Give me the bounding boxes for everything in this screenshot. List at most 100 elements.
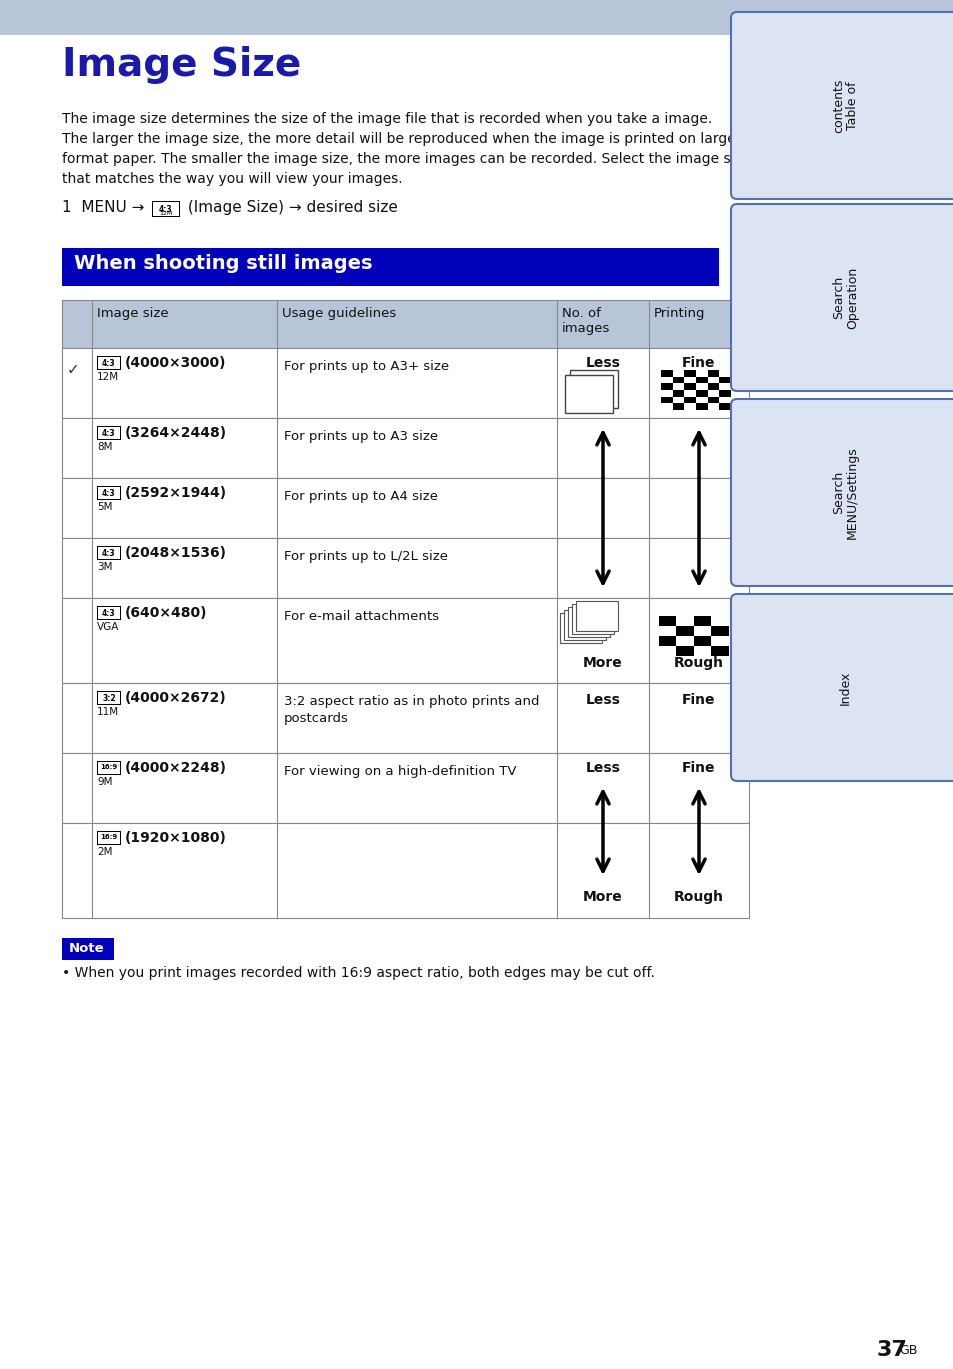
Text: Operation: Operation (845, 267, 858, 329)
FancyBboxPatch shape (730, 12, 953, 199)
Text: Less: Less (585, 356, 619, 370)
Text: ✓: ✓ (67, 361, 80, 376)
FancyBboxPatch shape (730, 398, 953, 586)
Text: 12M: 12M (97, 372, 119, 382)
Bar (707, 383, 719, 390)
Text: 16:9: 16:9 (100, 834, 117, 841)
Bar (97, 356, 121, 370)
Bar (62, 300, 748, 348)
Text: 1  MENU →: 1 MENU → (62, 200, 149, 215)
Bar (672, 390, 683, 397)
Text: (3264×2448): (3264×2448) (125, 426, 227, 439)
Bar (0, 0, 953, 36)
Text: 2M: 2M (97, 847, 112, 857)
Bar (660, 370, 672, 376)
Bar (660, 404, 672, 409)
Bar (707, 376, 719, 383)
Text: MENU/Settings: MENU/Settings (845, 446, 858, 539)
Text: Fine: Fine (681, 693, 715, 706)
Bar (683, 397, 696, 404)
Bar (683, 404, 696, 409)
Bar (672, 397, 683, 404)
Text: 3M: 3M (97, 563, 112, 572)
Text: Less: Less (585, 761, 619, 775)
Bar (62, 348, 748, 418)
Bar (97, 761, 121, 775)
Text: 11M: 11M (97, 706, 119, 717)
Text: Table of: Table of (845, 81, 858, 130)
Text: Rough: Rough (673, 656, 723, 669)
Bar (660, 376, 672, 383)
Text: (2048×1536): (2048×1536) (125, 546, 227, 560)
Bar (683, 383, 696, 390)
Bar (98, 357, 120, 370)
Bar (659, 626, 676, 637)
Bar (719, 404, 730, 409)
Text: Fine: Fine (681, 356, 715, 370)
Bar (564, 375, 613, 413)
Bar (98, 427, 120, 439)
Bar (62, 538, 748, 598)
Bar (576, 601, 618, 631)
Bar (672, 383, 683, 390)
Bar (693, 637, 711, 646)
Bar (719, 376, 730, 383)
Bar (660, 390, 672, 397)
Bar (707, 390, 719, 397)
Text: 16:9: 16:9 (100, 764, 117, 769)
Text: format paper. The smaller the image size, the more images can be recorded. Selec: format paper. The smaller the image size… (62, 152, 750, 166)
Text: Search: Search (831, 471, 844, 515)
Bar (696, 404, 707, 409)
Text: 37: 37 (876, 1340, 907, 1359)
Bar (98, 487, 120, 498)
Bar (672, 376, 683, 383)
Text: (640×480): (640×480) (125, 606, 208, 620)
Text: 5M: 5M (97, 502, 112, 512)
Bar (707, 404, 719, 409)
Bar (683, 390, 696, 397)
Bar (97, 606, 121, 620)
Text: Index: Index (838, 671, 851, 705)
Bar (152, 203, 179, 216)
Bar (97, 691, 121, 705)
Bar (707, 370, 719, 376)
Bar (62, 248, 719, 286)
Bar (563, 611, 605, 639)
Text: Search: Search (831, 277, 844, 319)
Bar (711, 646, 728, 656)
Bar (569, 370, 618, 408)
Bar (152, 201, 180, 218)
Bar (62, 418, 748, 478)
Text: For viewing on a high-definition TV: For viewing on a high-definition TV (284, 765, 516, 778)
Bar (693, 616, 711, 626)
Bar (660, 397, 672, 404)
Text: 4:3: 4:3 (159, 205, 172, 214)
Text: 4:3: 4:3 (102, 428, 115, 438)
Bar (62, 598, 748, 683)
Text: (4000×2672): (4000×2672) (125, 691, 227, 705)
Text: Usage guidelines: Usage guidelines (282, 307, 395, 320)
Bar (659, 646, 676, 656)
Bar (696, 383, 707, 390)
Bar (62, 683, 748, 753)
Bar (659, 637, 676, 646)
Text: 9M: 9M (97, 778, 112, 787)
Bar (683, 370, 696, 376)
Text: More: More (582, 890, 622, 904)
Text: No. of
images: No. of images (561, 307, 610, 335)
Text: 4:3: 4:3 (102, 609, 115, 617)
Text: 8M: 8M (97, 442, 112, 452)
Bar (707, 397, 719, 404)
Text: More: More (582, 656, 622, 669)
Bar (696, 370, 707, 376)
Bar (62, 753, 748, 823)
Text: The larger the image size, the more detail will be reproduced when the image is : The larger the image size, the more deta… (62, 131, 740, 146)
Text: For e-mail attachments: For e-mail attachments (284, 611, 438, 623)
Bar (696, 397, 707, 404)
Bar (719, 397, 730, 404)
Text: GB: GB (898, 1344, 917, 1357)
Text: Printing: Printing (654, 307, 705, 320)
Text: contents: contents (831, 78, 844, 133)
Bar (696, 390, 707, 397)
Text: postcards: postcards (284, 712, 349, 726)
